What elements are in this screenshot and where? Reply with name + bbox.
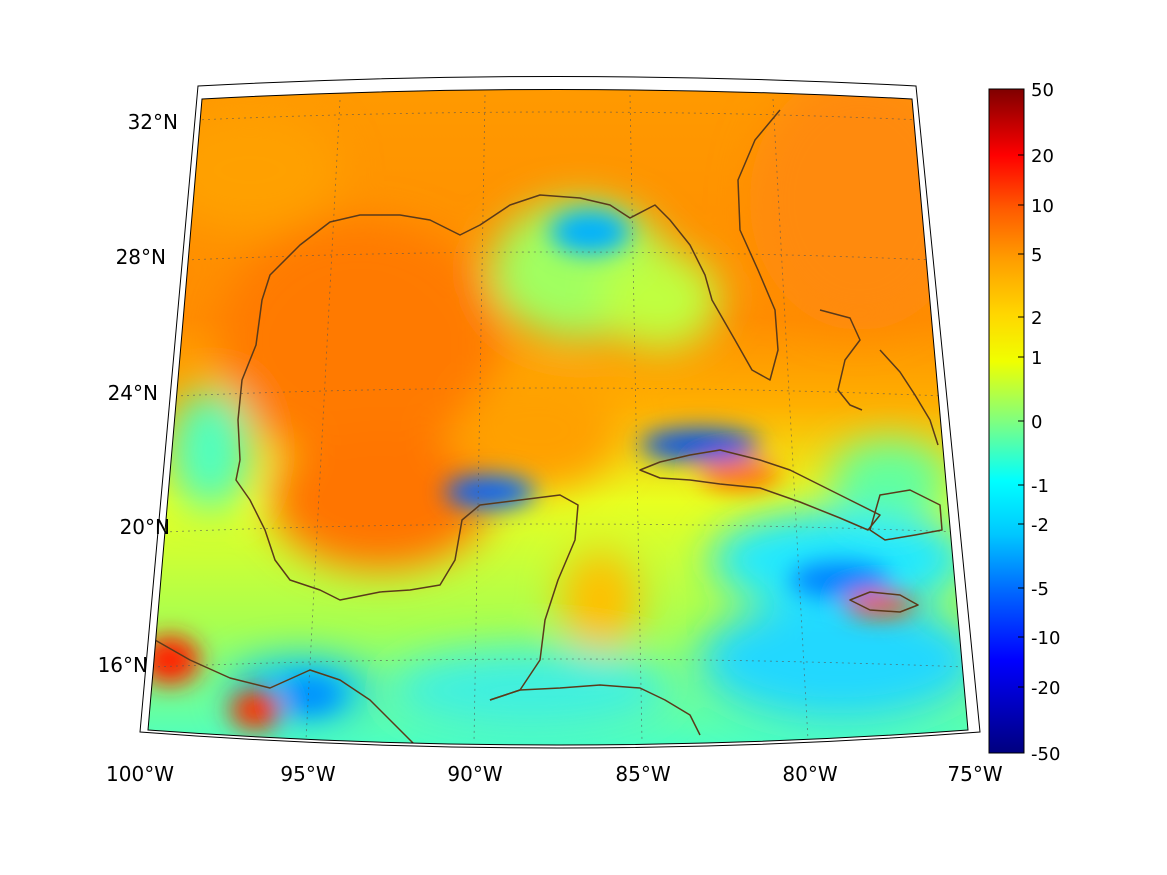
lat-tick-label: 16°N bbox=[98, 653, 148, 677]
colorbar-tick-label: -20 bbox=[1031, 678, 1060, 699]
colorbar-tick-label: 1 bbox=[1031, 348, 1042, 369]
lon-tick-label: 75°W bbox=[947, 762, 1002, 786]
lon-tick-label: 100°W bbox=[106, 762, 174, 786]
bahamas-outline bbox=[879, 349, 939, 446]
colorbar-tick-label: 0 bbox=[1031, 412, 1042, 433]
colorbar-tick-label: 50 bbox=[1031, 80, 1054, 101]
pacific-coastline bbox=[154, 639, 416, 745]
colorbar-tick-label: 10 bbox=[1031, 196, 1054, 217]
us-gulf-coastline bbox=[237, 109, 781, 461]
lat-tick-label: 20°N bbox=[120, 515, 170, 539]
colorbar-tick-label: -50 bbox=[1031, 744, 1060, 765]
colorbar-tick-label: -10 bbox=[1031, 628, 1060, 649]
hispaniola-coastline bbox=[869, 489, 943, 541]
lon-tick-label: 85°W bbox=[615, 762, 670, 786]
colorbar-tick-label: 2 bbox=[1031, 308, 1042, 329]
mexico-gulf-coastline bbox=[235, 459, 579, 701]
lat-tick-label: 24°N bbox=[108, 381, 158, 405]
lat-tick-label: 28°N bbox=[116, 245, 166, 269]
map-frame bbox=[139, 76, 981, 749]
colorbar-tick-label: -1 bbox=[1031, 476, 1049, 497]
bahamas-outline bbox=[819, 309, 863, 411]
colorbar-tick-label: -5 bbox=[1031, 579, 1049, 600]
lon-tick-label: 95°W bbox=[280, 762, 335, 786]
longitude-labels: 100°W 95°W 90°W 85°W 80°W 75°W bbox=[106, 762, 1003, 786]
colorbar-tick-label: 20 bbox=[1031, 146, 1054, 167]
cuba-coastline bbox=[639, 449, 881, 531]
coastline-layer bbox=[154, 109, 943, 745]
central-america-coastline bbox=[489, 684, 701, 736]
lat-tick-label: 32°N bbox=[128, 110, 178, 134]
jamaica-coastline bbox=[849, 591, 919, 613]
colorbar-tick-label: -2 bbox=[1031, 515, 1049, 536]
latitude-labels: 16°N 20°N 24°N 28°N 32°N bbox=[98, 110, 178, 677]
colorbar-tick-label: 5 bbox=[1031, 245, 1042, 266]
anomaly-field bbox=[148, 89, 968, 745]
lon-tick-label: 80°W bbox=[782, 762, 837, 786]
graticule-grid bbox=[151, 94, 967, 743]
lon-tick-label: 90°W bbox=[447, 762, 502, 786]
